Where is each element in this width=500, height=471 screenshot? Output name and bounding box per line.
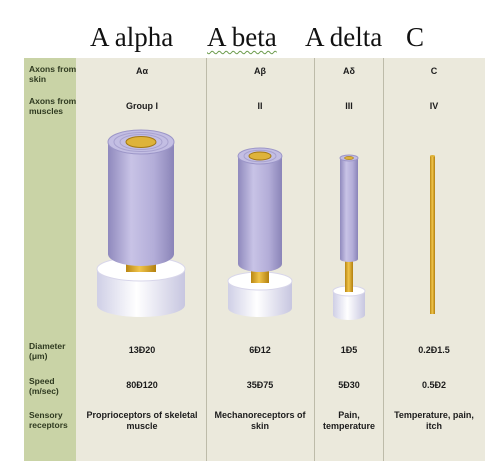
col-a-delta-speed: 5Ð30	[338, 380, 360, 390]
col-a-delta-receptors: Pain, temperature	[322, 410, 376, 431]
col-a-alpha-speed: 80Ð120	[126, 380, 158, 390]
col-a-beta-diameter: 6Ð12	[249, 345, 271, 355]
column-divider	[383, 58, 384, 461]
col-a-beta-muscle: II	[257, 101, 263, 111]
col-c-muscle: IV	[429, 101, 439, 111]
caption-a-delta: A delta	[305, 22, 383, 52]
col-a-beta-skin: Aβ	[254, 66, 266, 76]
caption-c: C	[406, 22, 425, 52]
nerve-fiber-table: Axons from skin Axons from muscles Diame…	[24, 58, 485, 461]
col-a-alpha-receptors: Proprioceptors of skeletal muscle	[86, 410, 198, 431]
row-label-sensory: Sensory receptors	[29, 410, 68, 430]
col-a-alpha-diameter: 13Ð20	[128, 345, 156, 355]
col-c-receptors: Temperature, pain, itch	[394, 410, 474, 431]
fiber-illustrations	[96, 129, 435, 320]
row-label-speed: Speed (m/sec)	[29, 376, 59, 396]
a-delta-fiber	[332, 154, 366, 320]
a-alpha-fiber	[96, 129, 186, 317]
col-a-alpha-skin: Aα	[135, 66, 149, 76]
col-c-skin: C	[430, 66, 438, 76]
row-label-column	[24, 58, 76, 461]
col-a-delta-skin: Aδ	[343, 66, 355, 76]
col-c-speed: 0.5Ð2	[421, 380, 447, 390]
a-beta-fiber	[227, 147, 293, 317]
col-a-delta-muscle: III	[345, 101, 353, 111]
caption-a-alpha: A alpha	[90, 22, 174, 52]
col-a-alpha-muscle: Group I	[126, 101, 158, 111]
column-divider	[206, 58, 207, 461]
fiber-type-caption: A alpha A beta A delta C	[0, 4, 500, 52]
row-label-axons-muscles: Axons from muscles	[29, 96, 77, 116]
row-label-diameter: Diameter (μm)	[29, 341, 66, 361]
column-divider	[314, 58, 315, 461]
col-a-delta-diameter: 1Ð5	[340, 345, 358, 355]
col-c-diameter: 0.2Ð1.5	[418, 345, 450, 355]
col-a-beta-receptors: Mechanoreceptors of skin	[214, 410, 306, 431]
col-a-beta-speed: 35Ð75	[246, 380, 274, 390]
c-fiber	[430, 155, 435, 314]
caption-a-beta: A beta	[207, 22, 277, 52]
row-label-axons-skin: Axons from skin	[29, 64, 77, 84]
